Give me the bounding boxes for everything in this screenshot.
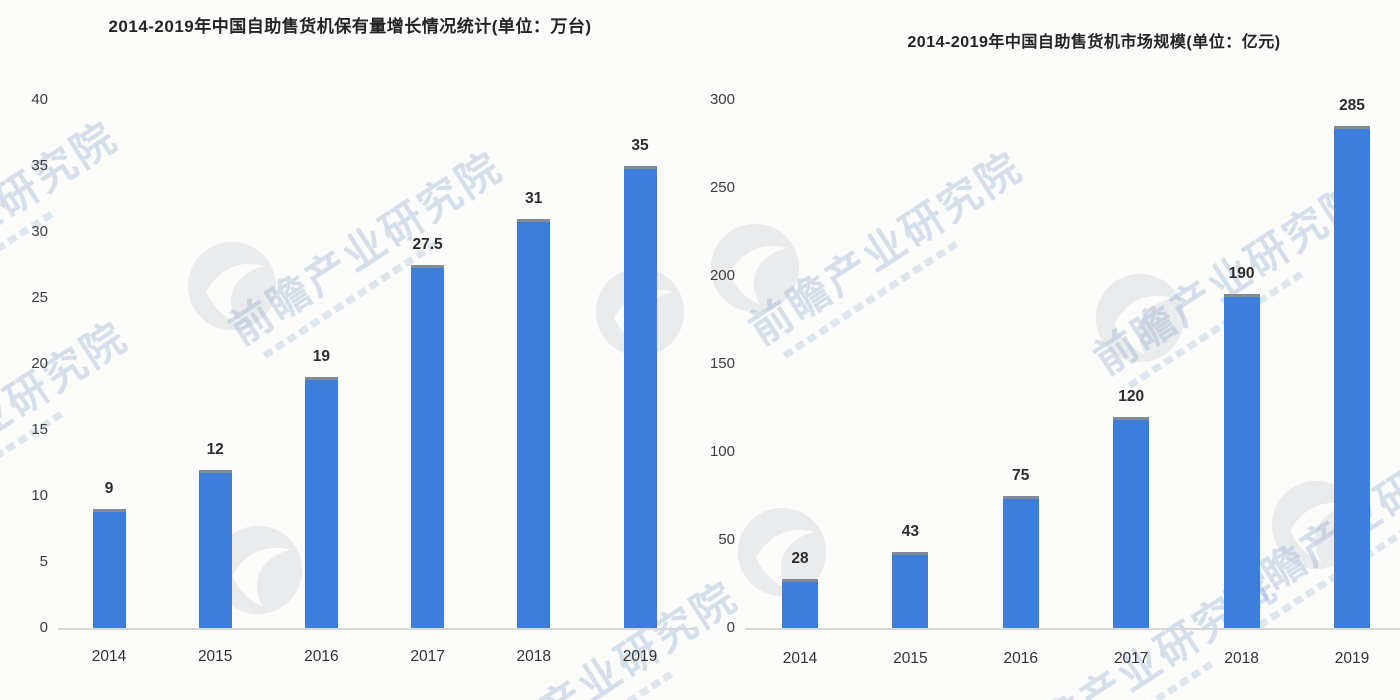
y-tick-label: 100 <box>709 443 735 460</box>
bar-value-label: 28 <box>791 549 809 567</box>
bar-value-label: 190 <box>1228 264 1255 282</box>
bar-value-label: 120 <box>1118 387 1145 405</box>
plot-area: 0 5 10 15 20 25 30 35 40 9 2014 12 2015 19 2016 27.5 201… <box>31 91 695 665</box>
bar-value-label: 31 <box>525 189 543 207</box>
bar-2019 <box>1334 126 1370 628</box>
y-tick-label: 25 <box>31 289 48 306</box>
x-category-label: 2018 <box>516 648 552 665</box>
bar-value-label: 19 <box>312 348 331 366</box>
chart-title: 2014-2019年中国自助售货机市场规模(单位：亿元) <box>907 34 1281 51</box>
y-tick-label: 250 <box>709 179 735 196</box>
bar-2016 <box>304 377 338 628</box>
y-tick-label: 200 <box>709 267 735 284</box>
bar-2018 <box>1223 293 1260 628</box>
y-tick-label: 10 <box>31 487 48 504</box>
y-tick-label: 5 <box>39 553 48 570</box>
y-tick-label: 40 <box>31 91 48 108</box>
y-tick-label: 35 <box>31 157 48 174</box>
bar-value-label: 43 <box>901 523 920 541</box>
y-tick-label: 0 <box>726 619 735 636</box>
bar-value-label: 75 <box>1012 467 1030 484</box>
x-category-label: 2014 <box>91 648 127 665</box>
bar-value-label: 12 <box>206 440 224 458</box>
x-axis-line <box>745 628 1400 630</box>
y-tick-label: 30 <box>31 223 48 240</box>
bar-value-label: 27.5 <box>412 236 443 253</box>
y-tick-label: 150 <box>709 355 735 372</box>
bar-value-label: 285 <box>1339 97 1365 115</box>
bar-2014 <box>782 578 818 628</box>
bar-value-label: 35 <box>631 137 649 154</box>
x-category-label: 2019 <box>622 648 658 665</box>
chart-title: 2014-2019年中国自助售货机保有量增长情况统计(单位：万台) <box>108 17 592 36</box>
bar-2019 <box>623 166 657 628</box>
x-category-label: 2017 <box>1113 650 1149 667</box>
x-category-label: 2016 <box>304 648 339 665</box>
x-category-label: 2015 <box>197 648 233 665</box>
bar-2018 <box>517 218 551 628</box>
y-tick-label: 20 <box>31 355 48 372</box>
bar-2017 <box>1113 416 1150 628</box>
bar-2015 <box>892 552 929 628</box>
bar-2015 <box>198 469 232 628</box>
x-category-label: 2016 <box>1003 650 1039 667</box>
y-tick-label: 15 <box>31 421 48 438</box>
x-category-label: 2015 <box>893 650 928 667</box>
bar-value-label: 9 <box>104 480 114 498</box>
bar-2016 <box>1002 496 1039 628</box>
chart-vending-machine-market-size: 2014-2019年中国自助售货机市场规模(单位：亿元) 0 50 100 150 20… <box>700 0 1400 700</box>
x-category-label: 2018 <box>1224 650 1259 667</box>
y-tick-label: 0 <box>39 619 48 636</box>
bar-2014 <box>92 509 126 628</box>
y-tick-label: 300 <box>709 91 735 108</box>
x-category-label: 2017 <box>410 648 445 665</box>
y-tick-label: 50 <box>718 531 735 548</box>
plot-area: 0 50 100 150 200 250 300 28 2014 43 2015 75 2016 120 2… <box>700 0 1400 700</box>
bar-2017 <box>411 265 445 628</box>
x-axis-line <box>58 628 695 630</box>
x-category-label: 2014 <box>782 650 818 667</box>
x-category-label: 2019 <box>1334 650 1370 667</box>
chart-vending-machine-holdings: 2014-2019年中国自助售货机保有量增长情况统计(单位：万台) 0 5 10 15… <box>31 17 695 665</box>
